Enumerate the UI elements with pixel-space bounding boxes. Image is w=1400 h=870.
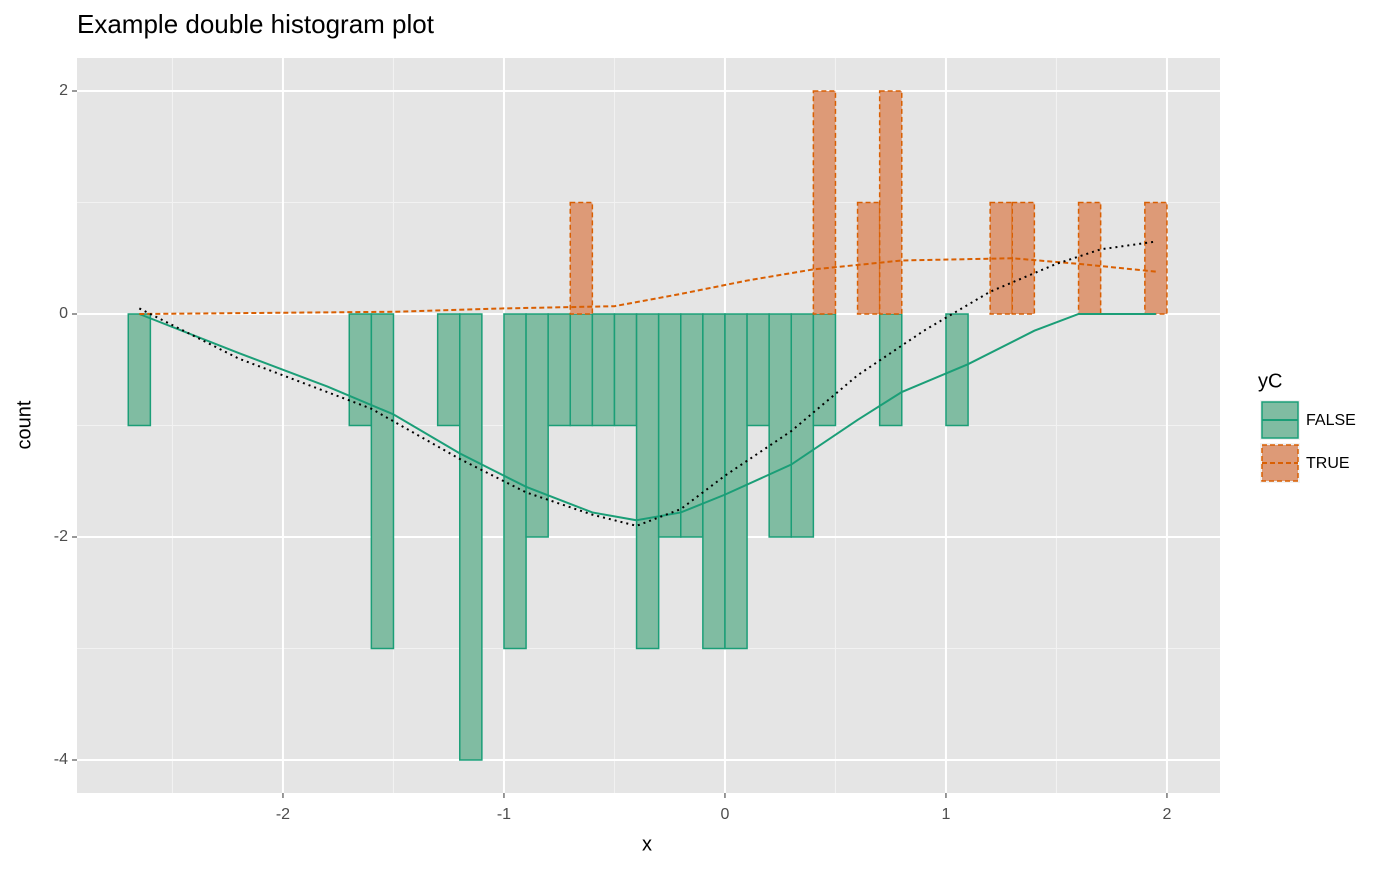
x-tick-label: -1 [497, 806, 511, 823]
histogram-bar [635, 313, 660, 650]
density-line [138, 240, 1157, 527]
x-axis-label: x [642, 833, 652, 855]
histogram-bar [436, 313, 461, 427]
histogram-bar [348, 313, 373, 427]
histogram-bar [768, 313, 793, 538]
histogram-bar [525, 313, 549, 538]
histogram-bar [878, 313, 903, 427]
histogram-bar [370, 313, 395, 650]
chart-title: Example double histogram plot [77, 9, 435, 39]
histogram-bar [680, 313, 704, 538]
histogram-bar [547, 313, 572, 427]
histogram-bar [1144, 201, 1168, 315]
legend-label: TRUE [1306, 455, 1350, 472]
x-tick-label: -2 [276, 806, 290, 823]
histogram-bar [127, 313, 152, 427]
histogram-bar [812, 313, 837, 427]
density-line [138, 313, 1156, 522]
y-axis-label: count [13, 400, 35, 449]
histogram-bar [702, 313, 726, 650]
y-tick-label: -4 [54, 751, 68, 768]
y-tick-label: -2 [54, 528, 68, 545]
y-tick-label: 0 [59, 305, 68, 322]
histogram-bar [856, 201, 881, 315]
histogram-bar [657, 313, 682, 538]
histogram-bar [591, 313, 616, 427]
histogram-bar [569, 313, 594, 427]
y-tick-label: 2 [59, 82, 68, 99]
histogram-bar [459, 313, 483, 761]
histogram-bar [746, 313, 770, 427]
histogram-bar [878, 90, 903, 315]
histogram-bar [790, 313, 815, 538]
x-tick-label: 1 [942, 806, 951, 823]
x-tick-label: 2 [1163, 806, 1172, 823]
legend-key [1261, 444, 1299, 482]
histogram-bar [812, 90, 837, 315]
x-tick-label: 0 [721, 806, 730, 823]
histogram-bar [724, 313, 748, 650]
histogram-bar [1077, 201, 1102, 315]
histogram-bar [613, 313, 638, 427]
legend-label: FALSE [1306, 412, 1356, 429]
density-line [139, 257, 1157, 316]
legend-title: yC [1258, 370, 1282, 392]
histogram-bar [569, 201, 594, 315]
